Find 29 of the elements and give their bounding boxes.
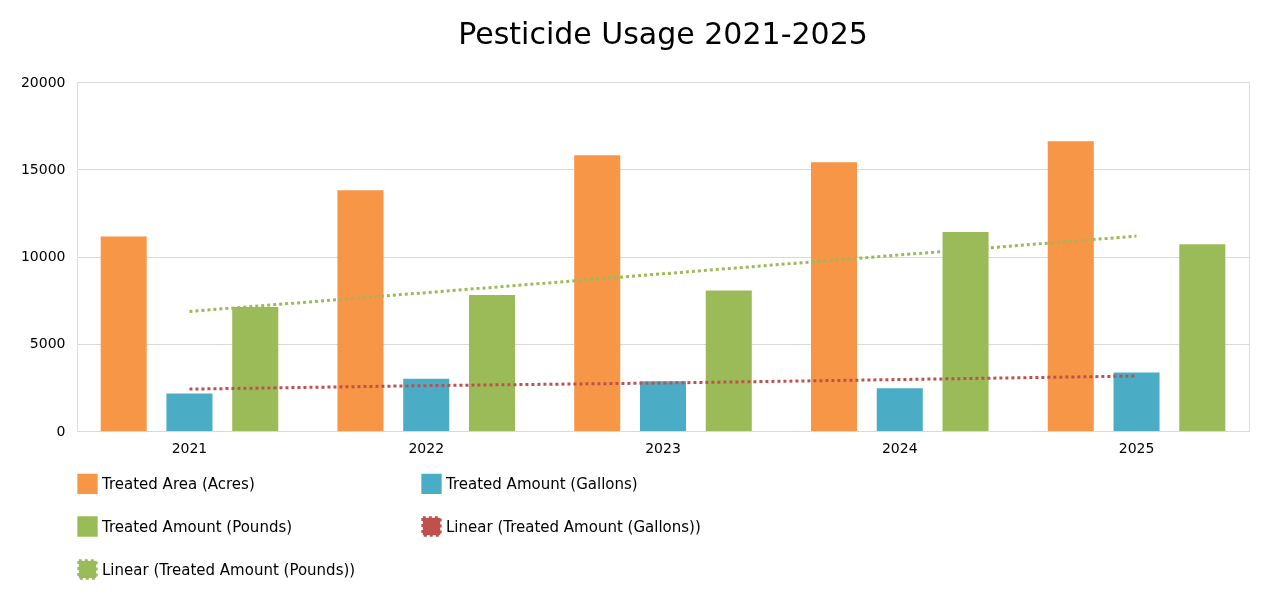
x-tick-label: 2025 — [1118, 439, 1155, 456]
y-tick-label: 10000 — [20, 248, 66, 264]
legend-label: Linear (Treated Amount (Pounds)) — [102, 560, 356, 579]
x-tick-label: 2024 — [881, 439, 918, 456]
x-tick-label: 2022 — [408, 439, 445, 456]
y-tick-label: 5000 — [29, 335, 66, 352]
bar — [810, 162, 858, 431]
legend-label: Treated Area (Acres) — [101, 474, 255, 493]
bar — [1179, 244, 1226, 431]
bar — [337, 190, 384, 431]
bar — [1047, 141, 1094, 431]
legend-label: Linear (Treated Amount (Gallons)) — [446, 517, 701, 536]
bar — [1113, 372, 1160, 431]
x-tick-label: 2023 — [645, 439, 681, 456]
bar — [639, 381, 687, 431]
bar — [468, 294, 516, 431]
bar — [166, 393, 213, 431]
bar — [100, 236, 147, 431]
x-tick-label: 2021 — [171, 439, 208, 456]
y-tick-label: 0 — [56, 422, 66, 439]
bar — [574, 155, 621, 431]
y-tick-label: 15000 — [20, 160, 66, 177]
bar — [705, 290, 752, 431]
bar — [403, 378, 450, 431]
bar — [876, 388, 923, 431]
y-tick-label: 20000 — [20, 73, 66, 90]
legend-label: Treated Amount (Pounds) — [101, 517, 293, 536]
chart-title: Pesticide Usage 2021-2025 — [458, 16, 868, 51]
legend-label: Treated Amount (Gallons) — [445, 474, 638, 493]
